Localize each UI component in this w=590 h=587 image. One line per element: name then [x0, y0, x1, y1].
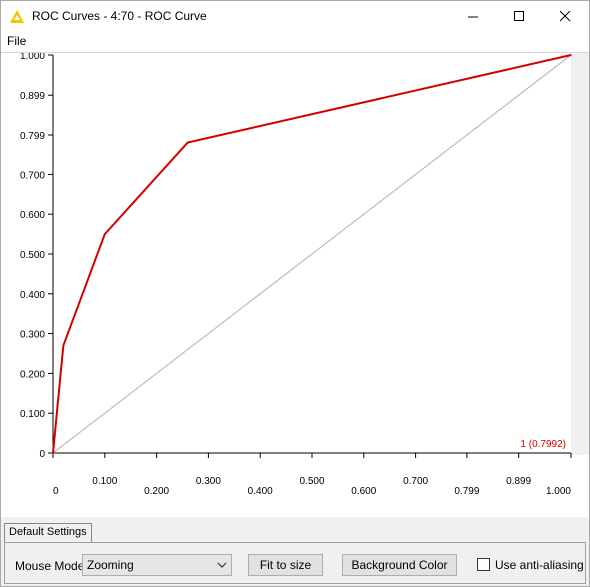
- roc-curve-point: [570, 54, 572, 56]
- y-tick-label: 0.700: [20, 170, 45, 181]
- menu-bar: File: [1, 32, 589, 52]
- plot-right-margin: [571, 53, 589, 455]
- anti-aliasing-checkbox[interactable]: [477, 558, 490, 571]
- diagonal-reference-line: [52, 54, 572, 454]
- chevron-down-icon: [217, 562, 227, 568]
- settings-tabstrip: Default Settings: [1, 521, 589, 543]
- maximize-button[interactable]: [496, 1, 542, 32]
- mouse-mode-label: Mouse Mode: [15, 559, 85, 573]
- roc-chart-area[interactable]: 0 0.100 0.200 0.300 0.400 0.500 0.600 0.700 0.79…: [1, 52, 589, 517]
- x-tick-label: 0.700: [403, 476, 428, 487]
- mouse-mode-select[interactable]: Zooming: [82, 554, 232, 576]
- y-tick-label: 0.300: [20, 330, 45, 341]
- x-tick-label: 0.100: [92, 476, 117, 487]
- x-tick-label: 0.799: [454, 486, 479, 497]
- window-title: ROC Curves - 4:70 - ROC Curve: [32, 9, 207, 23]
- anti-aliasing-toggle[interactable]: Use anti-aliasing: [475, 556, 585, 574]
- title-bar: ROC Curves - 4:70 - ROC Curve: [1, 1, 589, 32]
- x-tick-label: 0.400: [248, 486, 273, 497]
- roc-curve-point: [62, 344, 65, 347]
- mouse-mode-value: Zooming: [87, 558, 134, 572]
- settings-panel: Mouse Mode Zooming Fit to size Backgroun…: [4, 542, 586, 584]
- menu-file[interactable]: File: [7, 34, 27, 48]
- y-tick-label: 0.200: [20, 369, 45, 380]
- maximize-icon: [513, 11, 524, 21]
- x-tick-label: 0.600: [351, 486, 376, 497]
- roc-chart: 0 0.100 0.200 0.300 0.400 0.500 0.600 0.700 0.79…: [20, 53, 589, 497]
- y-tick-label: 0.600: [20, 210, 45, 221]
- x-tick-label: 0.300: [196, 476, 221, 487]
- x-tick-label: 0.899: [506, 476, 531, 487]
- tab-default-settings[interactable]: Default Settings: [4, 523, 92, 542]
- minimize-button[interactable]: [450, 1, 496, 32]
- close-button[interactable]: [542, 1, 588, 32]
- fit-to-size-button[interactable]: Fit to size: [248, 554, 323, 576]
- y-tick-label: 0.500: [20, 250, 45, 261]
- roc-curve-point: [52, 452, 54, 454]
- knime-warning-icon: [10, 10, 24, 23]
- y-tick-label: 0.899: [20, 91, 45, 102]
- x-tick-label: 0.200: [144, 486, 169, 497]
- y-tick-label: 1.000: [20, 53, 45, 62]
- roc-curve-point: [186, 141, 189, 144]
- x-tick-label: 1.000: [546, 486, 571, 497]
- y-tick-label: 0.400: [20, 290, 45, 301]
- background-color-button[interactable]: Background Color: [342, 554, 457, 576]
- roc-curve-point: [104, 233, 106, 235]
- y-tick-label: 0.799: [20, 131, 45, 142]
- anti-aliasing-label: Use anti-aliasing: [495, 558, 584, 572]
- close-icon: [559, 11, 570, 22]
- legend-series-label: 1 (0.7992): [520, 439, 566, 450]
- x-tick-label: 0: [53, 486, 59, 497]
- x-tick-label: 0.500: [299, 476, 324, 487]
- y-tick-label: 0: [39, 449, 45, 460]
- minimize-icon: [467, 16, 478, 18]
- y-tick-label: 0.100: [20, 409, 45, 420]
